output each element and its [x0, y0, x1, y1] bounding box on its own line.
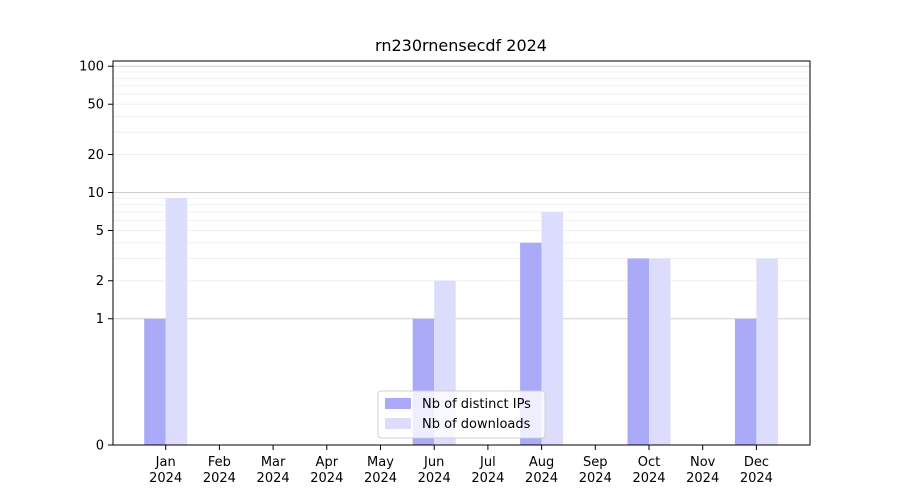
x-tick-month: Feb [208, 455, 231, 470]
x-tick-label: Jul 2024 [471, 455, 504, 486]
x-tick-label: Mar 2024 [257, 455, 290, 486]
x-tick-month: Nov [690, 455, 716, 470]
x-tick-month: Oct [638, 455, 660, 470]
x-tick-label: Dec 2024 [740, 455, 773, 486]
x-tick-year: 2024 [149, 471, 182, 486]
x-tick-month: Dec [744, 455, 769, 470]
x-tick-label: Jan 2024 [149, 455, 182, 486]
legend-box [377, 390, 546, 439]
x-tick-year: 2024 [579, 471, 612, 486]
chart-title: rn230rnensecdf 2024 [375, 36, 547, 55]
x-tick-year: 2024 [740, 471, 773, 486]
x-tick-year: 2024 [525, 471, 558, 486]
x-tick-month: Aug [529, 455, 554, 470]
x-tick-label: Oct 2024 [632, 455, 665, 486]
y-tick-label: 0 [96, 439, 104, 454]
x-tick-month: Jan [155, 455, 176, 470]
x-tick-label: Feb 2024 [203, 455, 236, 486]
legend-swatch [385, 418, 411, 429]
bar-distinct-ips [734, 318, 757, 445]
x-tick-year: 2024 [686, 471, 719, 486]
x-tick-month: Jul [479, 455, 496, 470]
x-tick-month: Apr [316, 455, 339, 470]
y-tick-label: 10 [87, 186, 104, 201]
x-tick-year: 2024 [632, 471, 665, 486]
legend-label: Nb of downloads [422, 417, 531, 432]
bar-downloads [756, 258, 778, 445]
x-tick-year: 2024 [418, 471, 451, 486]
bars [144, 198, 778, 445]
bar-distinct-ips [144, 318, 166, 445]
bar-downloads [541, 212, 564, 445]
y-tick-label: 5 [96, 224, 104, 239]
x-tick-label: Aug 2024 [525, 455, 558, 486]
y-axis: 0 1 2 5 10 20 50 100 [79, 60, 113, 454]
y-tick-label: 50 [87, 98, 104, 113]
x-tick-month: Mar [261, 455, 286, 470]
x-tick-label: Nov 2024 [686, 455, 719, 486]
x-tick-month: Sep [583, 455, 608, 470]
x-tick-month: May [367, 455, 394, 470]
x-tick-year: 2024 [471, 471, 504, 486]
x-tick-label: May 2024 [364, 455, 397, 486]
x-tick-year: 2024 [257, 471, 290, 486]
x-tick-year: 2024 [364, 471, 397, 486]
legend-swatch [385, 398, 411, 409]
bar-distinct-ips [627, 258, 649, 445]
legend: Nb of distinct IPs Nb of downloads [377, 390, 546, 439]
y-tick-label: 20 [87, 148, 104, 163]
x-tick-year: 2024 [203, 471, 236, 486]
x-tick-label: Apr 2024 [310, 455, 343, 486]
y-tick-label: 100 [79, 60, 104, 75]
y-tick-label: 1 [96, 312, 104, 327]
x-tick-label: Sep 2024 [579, 455, 612, 486]
bar-downloads [165, 198, 188, 445]
grid-lines [113, 65, 810, 320]
x-tick-year: 2024 [310, 471, 343, 486]
bar-downloads [649, 258, 671, 445]
legend-label: Nb of distinct IPs [422, 397, 531, 412]
y-tick-label: 2 [96, 274, 104, 289]
plot-area [112, 60, 811, 446]
x-tick-label: Jun 2024 [418, 455, 451, 486]
x-tick-month: Jun [423, 455, 444, 470]
